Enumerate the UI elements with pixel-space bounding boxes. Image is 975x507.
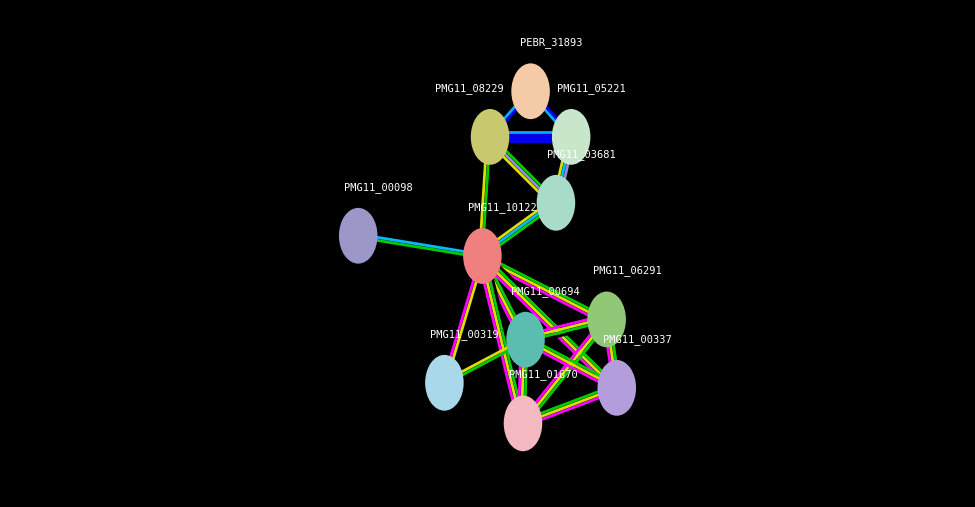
Text: PMG11_06291: PMG11_06291 — [593, 265, 661, 276]
Ellipse shape — [463, 228, 502, 284]
Text: PMG11_00098: PMG11_00098 — [344, 182, 412, 193]
Ellipse shape — [506, 312, 545, 368]
Ellipse shape — [598, 360, 636, 416]
Ellipse shape — [339, 208, 377, 264]
Ellipse shape — [511, 63, 550, 119]
Text: PMG11_03681: PMG11_03681 — [547, 149, 615, 160]
Ellipse shape — [536, 175, 575, 231]
Text: PMG11_00319: PMG11_00319 — [430, 329, 499, 340]
Ellipse shape — [471, 109, 509, 165]
Text: PMG11_01670: PMG11_01670 — [509, 369, 577, 380]
Text: PMG11_00337: PMG11_00337 — [603, 334, 672, 345]
Ellipse shape — [425, 355, 464, 411]
Ellipse shape — [504, 395, 542, 451]
Text: PMG11_10122: PMG11_10122 — [468, 202, 537, 213]
Text: PMG11_05221: PMG11_05221 — [557, 83, 626, 94]
Text: PMG11_00694: PMG11_00694 — [512, 285, 580, 297]
Text: PMG11_08229: PMG11_08229 — [436, 83, 504, 94]
Ellipse shape — [552, 109, 591, 165]
Text: PEBR_31893: PEBR_31893 — [520, 37, 582, 48]
Ellipse shape — [587, 292, 626, 347]
